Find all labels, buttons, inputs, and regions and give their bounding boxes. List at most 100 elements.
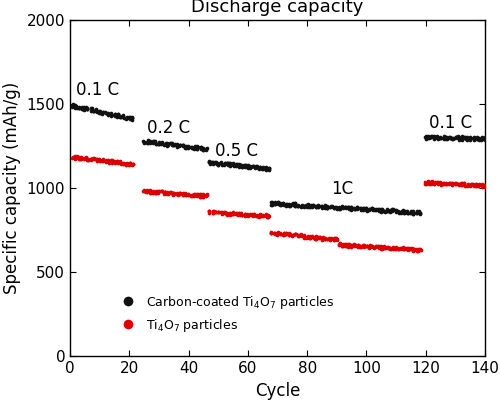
Point xyxy=(399,244,407,250)
Point xyxy=(366,206,374,212)
Point xyxy=(431,180,439,187)
Point xyxy=(113,158,121,164)
Point xyxy=(312,204,320,210)
Point xyxy=(238,212,246,219)
Point xyxy=(314,233,322,240)
Point xyxy=(113,113,121,120)
Point xyxy=(169,190,177,196)
Point xyxy=(259,212,267,219)
Point xyxy=(244,211,252,218)
Point xyxy=(342,241,349,247)
Point xyxy=(352,242,360,249)
Point xyxy=(182,145,190,151)
Point xyxy=(100,109,108,115)
Point xyxy=(363,243,371,249)
Point xyxy=(220,162,228,168)
Point xyxy=(89,108,97,114)
Point xyxy=(338,243,346,249)
Point xyxy=(259,212,267,219)
Point xyxy=(102,110,110,116)
Point xyxy=(129,161,137,167)
Point xyxy=(427,179,435,186)
Point xyxy=(75,156,83,162)
Point xyxy=(401,209,409,215)
Point xyxy=(342,203,349,210)
Point xyxy=(292,202,300,209)
Point xyxy=(271,230,279,236)
Point xyxy=(477,137,485,143)
Point xyxy=(428,178,436,185)
Point xyxy=(398,207,406,213)
Point xyxy=(232,210,240,216)
Point xyxy=(198,147,206,153)
Point xyxy=(333,205,341,212)
Point xyxy=(94,158,102,164)
Point xyxy=(467,135,475,141)
Point xyxy=(362,207,370,213)
Point xyxy=(166,140,174,146)
Point xyxy=(428,180,436,187)
Point xyxy=(300,234,308,241)
Point xyxy=(433,133,441,139)
Point xyxy=(330,204,338,210)
Point xyxy=(312,233,320,239)
Point xyxy=(274,230,282,236)
Point xyxy=(403,210,411,217)
Point xyxy=(320,204,328,211)
Point xyxy=(285,232,293,239)
Point xyxy=(330,235,338,242)
Point xyxy=(154,189,162,195)
Point xyxy=(126,115,134,122)
Point xyxy=(253,213,261,220)
Point xyxy=(71,153,79,160)
Point xyxy=(250,211,258,217)
Point xyxy=(421,181,429,187)
Title: Discharge capacity: Discharge capacity xyxy=(192,0,364,16)
Point xyxy=(482,183,490,190)
Point xyxy=(160,141,168,148)
Point xyxy=(377,243,385,249)
Point xyxy=(68,101,76,108)
Point xyxy=(262,214,270,220)
Point xyxy=(74,154,82,160)
Point xyxy=(430,181,438,187)
Point xyxy=(282,203,290,209)
Point xyxy=(116,113,124,120)
Point xyxy=(380,245,388,252)
Point xyxy=(126,160,134,166)
Point xyxy=(155,139,163,146)
Point xyxy=(232,211,240,217)
Point xyxy=(146,138,154,145)
Point xyxy=(88,156,96,163)
Point xyxy=(412,210,420,216)
Point xyxy=(265,167,273,173)
Point xyxy=(270,229,278,236)
Point xyxy=(442,134,450,141)
Point xyxy=(410,246,418,253)
Point xyxy=(102,159,110,165)
Point xyxy=(184,192,192,198)
Point xyxy=(203,145,211,151)
Point xyxy=(353,204,361,211)
Point xyxy=(314,204,322,210)
Point xyxy=(280,200,287,207)
Point xyxy=(176,141,184,148)
Point xyxy=(93,156,101,163)
Point xyxy=(383,206,391,213)
X-axis label: Cycle: Cycle xyxy=(255,382,300,400)
Point xyxy=(187,193,195,199)
Point xyxy=(460,181,468,188)
Point xyxy=(209,210,217,217)
Point xyxy=(428,133,436,139)
Point xyxy=(212,160,220,166)
Point xyxy=(101,109,109,115)
Point xyxy=(354,242,362,248)
Point xyxy=(111,111,119,117)
Point xyxy=(128,115,136,122)
Point xyxy=(172,191,180,197)
Point xyxy=(282,231,290,237)
Point xyxy=(306,202,314,209)
Point xyxy=(242,162,250,168)
Point xyxy=(104,157,112,163)
Point xyxy=(182,192,190,198)
